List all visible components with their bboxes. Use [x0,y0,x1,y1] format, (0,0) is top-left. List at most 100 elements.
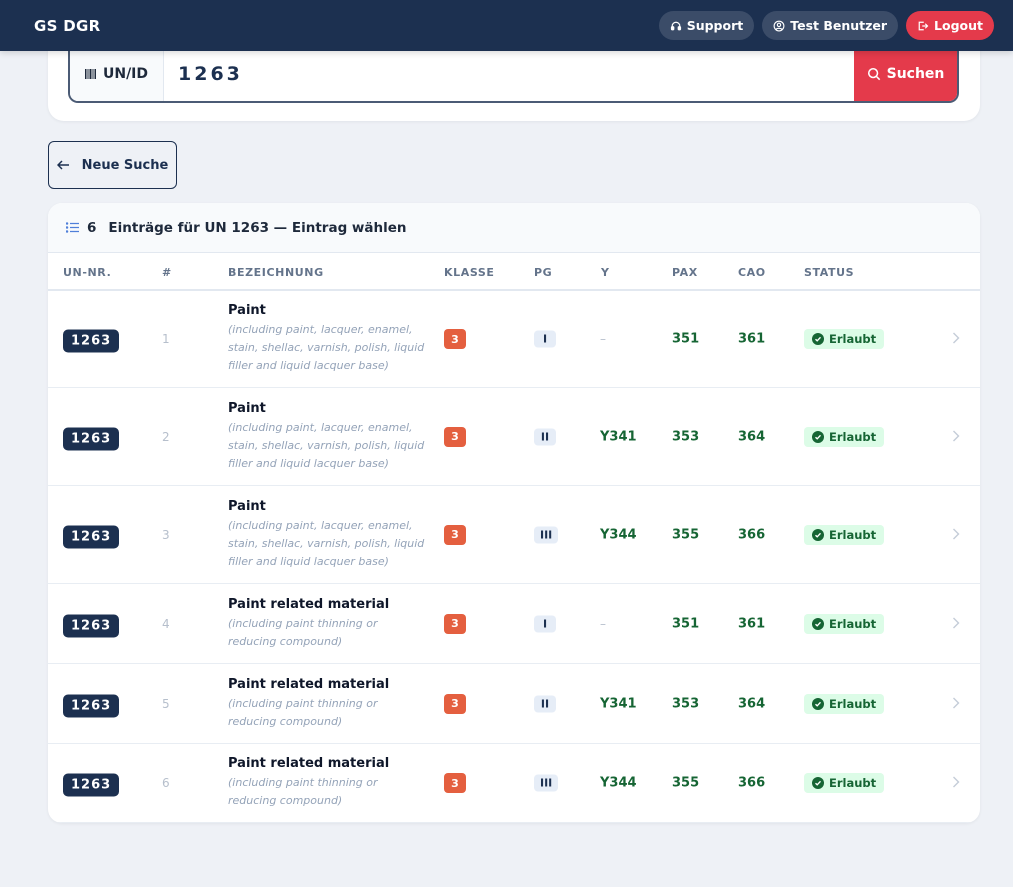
description-subtitle: (including paint thinning or reducing co… [228,696,378,728]
pax-value: 355 [672,775,700,791]
status-badge: Erlaubt [804,426,885,447]
search-input[interactable] [164,47,854,101]
y-value: Y344 [600,527,637,542]
class-badge: 3 [444,773,466,793]
check-circle-icon [812,430,824,443]
logout-icon [918,21,929,30]
user-button[interactable]: Test Benutzer [762,11,899,40]
description-title: Paint [228,400,266,416]
pax-value: 351 [672,331,700,347]
table-row-1[interactable]: 1263 1 Paint (including paint, lacquer, … [48,291,980,388]
pax-value: 353 [672,429,700,444]
description-title: Paint [228,498,266,514]
cao-value: 366 [738,527,766,542]
headset-icon [670,21,681,30]
row-index: 3 [162,527,170,542]
y-value: Y344 [600,775,637,791]
search-button-label: Suchen [886,66,945,82]
nav-actions: Support Test Benutzer Logout [658,11,994,40]
description-subtitle: (including paint thinning or reducing co… [228,616,378,648]
search-prefix-label: UN/ID [102,66,149,82]
user-label: Test Benutzer [790,18,888,33]
chevron-right-icon [952,330,960,349]
description: Paint related material (including paint … [228,597,428,651]
packing-group-badge: III [534,774,559,792]
cao-value: 366 [738,775,766,791]
top-navbar: GS DGR Support Test Benutzer Logout [0,0,1013,51]
description: Paint related material (including paint … [228,756,428,810]
chevron-right-icon [952,427,960,446]
row-index: 2 [162,429,170,444]
results-title: Einträge für UN 1263 — Eintrag wählen [108,219,407,236]
col-header-cao: CAO [738,266,766,279]
table-row-5[interactable]: 1263 5 Paint related material (including… [48,664,980,744]
results-card: 6 Einträge für UN 1263 — Eintrag wählen … [48,203,980,823]
table-row-2[interactable]: 1263 2 Paint (including paint, lacquer, … [48,388,980,486]
description: Paint (including paint, lacquer, enamel,… [228,303,428,375]
new-search-button[interactable]: Neue Suche [48,141,177,189]
arrow-left-icon [56,160,69,170]
logout-button[interactable]: Logout [906,11,994,40]
pax-value: 353 [672,696,700,711]
y-value: Y341 [600,696,637,711]
status-label: Erlaubt [829,429,877,444]
chevron-right-icon [952,525,960,544]
col-header-pax: PAX [672,266,698,279]
cao-value: 361 [738,616,766,631]
col-header-class: KLASSE [444,266,495,279]
status-badge: Erlaubt [804,329,885,349]
results-count: 6 [87,219,97,236]
status-label: Erlaubt [829,332,877,346]
search-type-prefix: UN/ID [70,47,164,101]
results-table-body: 1263 1 Paint (including paint, lacquer, … [48,291,980,823]
chevron-right-icon [952,694,960,713]
check-circle-icon [812,777,824,789]
status-badge: Erlaubt [804,613,885,634]
status-label: Erlaubt [829,776,877,790]
cao-value: 361 [738,331,766,347]
status-badge: Erlaubt [804,693,885,714]
col-header-un: UN-NR. [63,266,112,279]
un-number-badge: 1263 [63,614,120,637]
list-icon [66,222,79,233]
status-label: Erlaubt [829,696,877,711]
packing-group-badge: II [534,428,556,445]
description-subtitle: (including paint, lacquer, enamel, stain… [228,518,425,568]
row-index: 6 [162,776,170,790]
un-number-badge: 1263 [63,773,120,797]
table-row-6[interactable]: 1263 6 Paint related material (including… [48,744,980,823]
check-circle-icon [812,697,824,710]
check-circle-icon [812,528,824,541]
barcode-icon [84,69,96,79]
chevron-right-icon [952,614,960,633]
col-header-y: Y [601,266,610,279]
row-index: 5 [162,696,170,711]
y-value: – [600,332,606,346]
search-icon [867,67,880,81]
col-header-index: # [162,266,172,279]
description: Paint (including paint, lacquer, enamel,… [228,401,428,473]
row-index: 4 [162,616,170,631]
un-number-badge: 1263 [63,329,120,353]
description-subtitle: (including paint thinning or reducing co… [228,776,378,807]
description-title: Paint related material [228,596,390,612]
check-circle-icon [812,617,824,630]
status-badge: Erlaubt [804,524,885,545]
search-button[interactable]: Suchen [854,47,957,101]
y-value: – [600,616,606,631]
support-button[interactable]: Support [658,11,755,40]
pax-value: 355 [672,527,700,542]
check-circle-icon [812,333,824,345]
search-card: UN/ID Suchen [48,30,980,121]
description-subtitle: (including paint, lacquer, enamel, stain… [228,420,425,470]
un-number-badge: 1263 [63,427,120,450]
un-number-badge: 1263 [63,525,120,548]
pax-value: 351 [672,616,700,631]
description: Paint (including paint, lacquer, enamel,… [228,499,428,571]
col-header-description: BEZEICHNUNG [228,266,324,279]
table-row-3[interactable]: 1263 3 Paint (including paint, lacquer, … [48,486,980,584]
app-title[interactable]: GS DGR [34,16,101,35]
class-badge: 3 [444,524,466,545]
table-header: UN-NR. # BEZEICHNUNG KLASSE PG Y PAX CAO… [48,253,980,291]
table-row-4[interactable]: 1263 4 Paint related material (including… [48,584,980,664]
